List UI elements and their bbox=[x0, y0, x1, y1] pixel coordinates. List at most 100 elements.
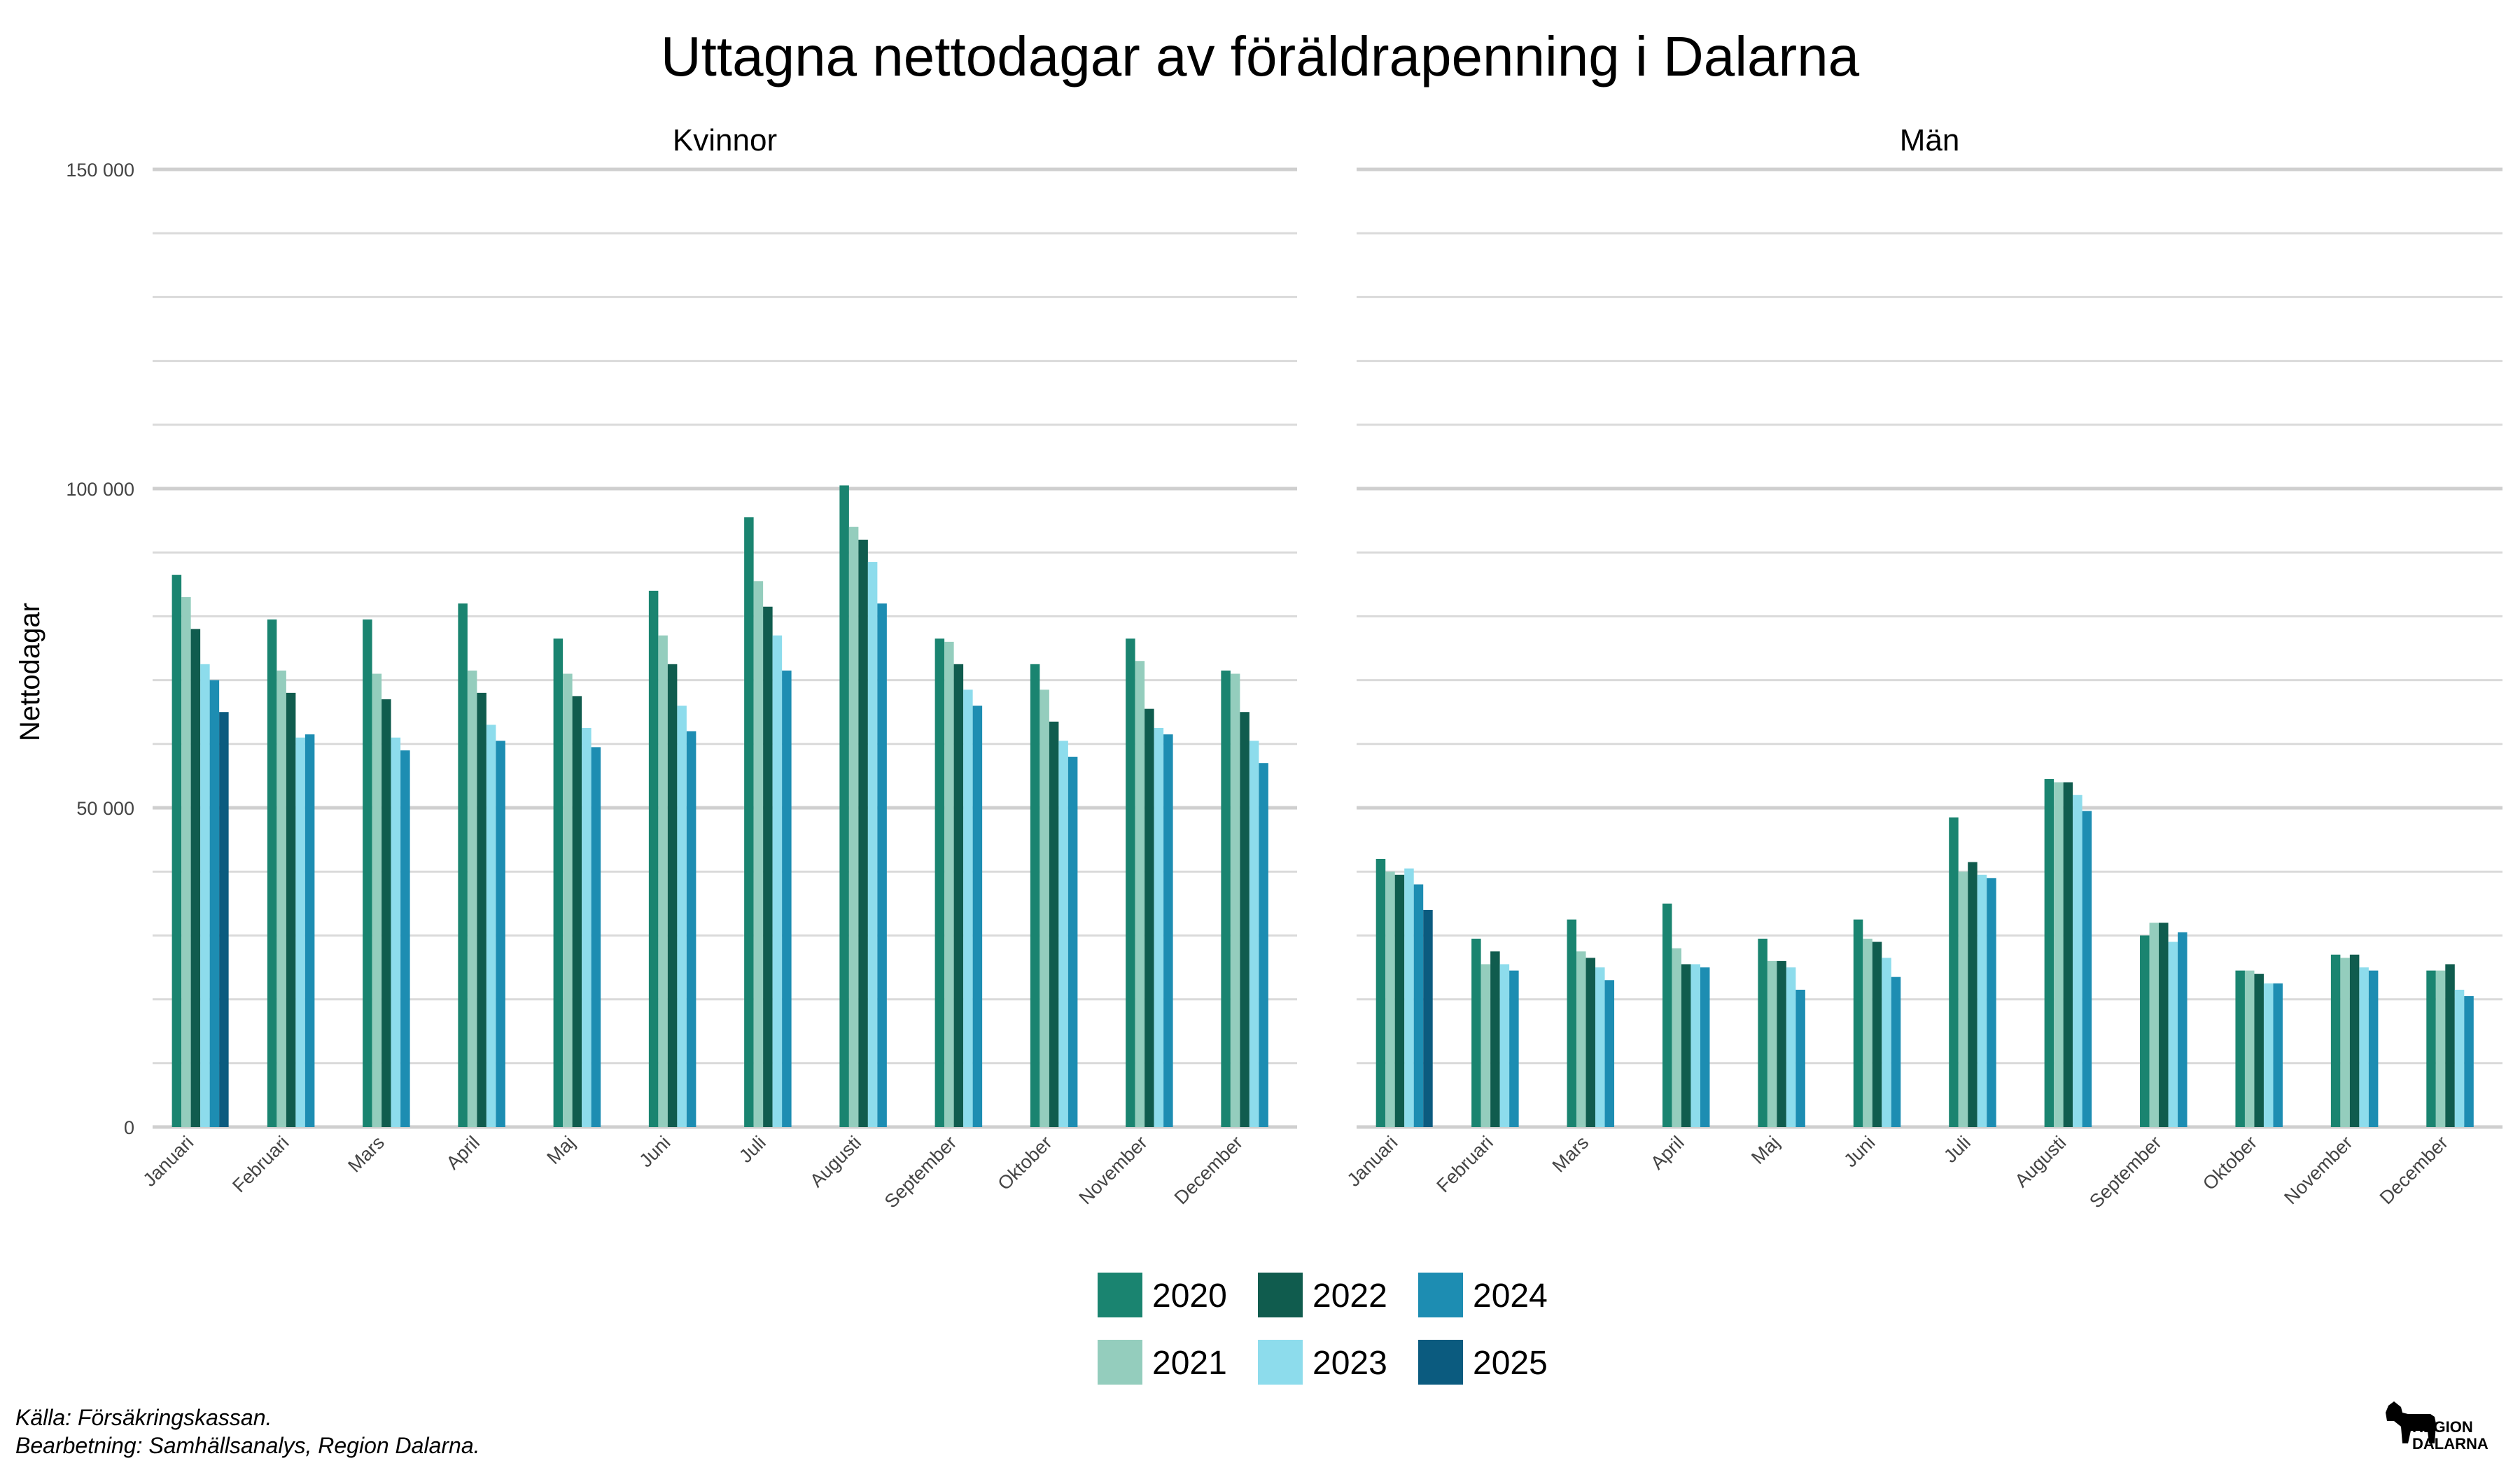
legend-label: 2022 bbox=[1312, 1278, 1387, 1315]
bar-2021 bbox=[2244, 970, 2255, 1127]
legend-swatch bbox=[1098, 1273, 1142, 1317]
bar-2022 bbox=[2063, 782, 2073, 1127]
bar-2022 bbox=[1586, 958, 1596, 1127]
bar-2023 bbox=[391, 737, 401, 1127]
bar-2021 bbox=[1135, 661, 1145, 1127]
legend-swatch bbox=[1418, 1273, 1463, 1317]
bar-2021 bbox=[1040, 690, 1049, 1127]
bar-2023 bbox=[582, 728, 592, 1127]
bar-2023 bbox=[1154, 728, 1164, 1127]
bar-2024 bbox=[972, 706, 983, 1127]
bar-2024 bbox=[686, 731, 696, 1127]
bar-2020 bbox=[839, 485, 849, 1127]
legend-item: 2022 bbox=[1258, 1273, 1387, 1317]
bar-2023 bbox=[1786, 967, 1796, 1127]
bar-2020 bbox=[1949, 817, 1959, 1127]
legend-swatch bbox=[1258, 1273, 1303, 1317]
bar-2022 bbox=[1144, 708, 1154, 1127]
bar-2021 bbox=[2149, 923, 2160, 1127]
bar-2022 bbox=[286, 692, 296, 1127]
bar-2022 bbox=[1968, 862, 1977, 1127]
legend-item: 2023 bbox=[1258, 1340, 1387, 1385]
region-dalarna-logo: REGION DALARNA bbox=[2386, 1401, 2488, 1452]
legend-item: 2024 bbox=[1418, 1273, 1548, 1317]
bar-2020 bbox=[1376, 858, 1386, 1127]
bar-2021 bbox=[1958, 872, 1968, 1127]
y-tick-label: 0 bbox=[124, 1117, 134, 1138]
plot-area: 0 50 000 100 000 150 000 Kvinnor Januari Febru… bbox=[66, 123, 2502, 1212]
x-tick-label: Maj bbox=[1747, 1132, 1784, 1168]
bar-2022 bbox=[667, 664, 678, 1127]
bar-2023 bbox=[2073, 794, 2082, 1127]
x-tick-label: Juni bbox=[1840, 1132, 1879, 1171]
bar-2024 bbox=[591, 747, 601, 1127]
bar-2023 bbox=[1882, 958, 1891, 1127]
bar-2021 bbox=[1230, 673, 1240, 1127]
panel-2: Män Januari Februari Mars April Maj Juni Juli Au… bbox=[1343, 123, 2502, 1212]
bar-2024 bbox=[2082, 811, 2092, 1127]
bar-2023 bbox=[1404, 868, 1414, 1127]
bar-2021 bbox=[1385, 872, 1395, 1127]
bar-2024 bbox=[877, 603, 887, 1127]
y-tick-label: 50 000 bbox=[76, 798, 134, 819]
bar-2022 bbox=[1240, 712, 1250, 1127]
bar-2020 bbox=[934, 638, 945, 1127]
bar-2023 bbox=[867, 561, 878, 1127]
y-axis-label: Nettodagar bbox=[15, 603, 46, 741]
bar-2024 bbox=[304, 734, 315, 1127]
bar-2020 bbox=[458, 603, 468, 1127]
legend-item: 2021 bbox=[1098, 1340, 1227, 1385]
bar-2021 bbox=[2054, 782, 2064, 1127]
y-tick-label: 150 000 bbox=[66, 160, 134, 181]
bar-2022 bbox=[2159, 923, 2169, 1127]
panel-title: Män bbox=[1900, 123, 1960, 158]
bar-2023 bbox=[486, 724, 496, 1127]
bar-2022 bbox=[1681, 964, 1691, 1127]
bar-2020 bbox=[1662, 903, 1672, 1127]
bar-2024 bbox=[1987, 878, 1996, 1127]
bar-2024 bbox=[209, 680, 220, 1127]
x-tick-label: Juli bbox=[735, 1132, 770, 1167]
bar-2021 bbox=[1480, 964, 1491, 1127]
bar-2022 bbox=[2254, 974, 2264, 1127]
bar-2023 bbox=[1977, 874, 1987, 1127]
legend-label: 2024 bbox=[1473, 1278, 1548, 1315]
bar-2020 bbox=[2426, 970, 2436, 1127]
bar-2022 bbox=[382, 699, 391, 1127]
bar-2023 bbox=[200, 664, 210, 1127]
bar-2023 bbox=[1690, 964, 1700, 1127]
x-tick-label: April bbox=[442, 1132, 484, 1173]
bar-2022 bbox=[190, 629, 201, 1127]
bar-2023 bbox=[1499, 964, 1510, 1127]
bar-2020 bbox=[1471, 938, 1481, 1127]
bar-2022 bbox=[1777, 960, 1786, 1127]
bar-2022 bbox=[953, 664, 964, 1127]
bar-2024 bbox=[496, 741, 505, 1127]
bar-2023 bbox=[963, 690, 973, 1127]
legend-swatch bbox=[1418, 1340, 1463, 1385]
bar-2021 bbox=[2340, 958, 2350, 1127]
bar-2024 bbox=[2368, 970, 2379, 1127]
bar-2020 bbox=[1030, 664, 1040, 1127]
x-tick-label: Oktober bbox=[993, 1132, 1056, 1194]
bar-2021 bbox=[848, 526, 859, 1127]
bar-2021 bbox=[372, 673, 382, 1127]
bar-2024 bbox=[1795, 989, 1805, 1127]
legend-label: 2020 bbox=[1152, 1278, 1227, 1315]
bar-2021 bbox=[1576, 951, 1586, 1127]
bar-2023 bbox=[295, 737, 305, 1127]
legend-item: 2025 bbox=[1418, 1340, 1548, 1385]
source-caption: Källa: Försäkringskassan. bbox=[15, 1405, 272, 1430]
x-tick-label: Februari bbox=[1433, 1132, 1497, 1196]
bar-2020 bbox=[2330, 954, 2341, 1127]
bar-2021 bbox=[1767, 960, 1777, 1127]
bar-2021 bbox=[181, 597, 191, 1127]
panel-title: Kvinnor bbox=[673, 123, 777, 158]
bar-2021 bbox=[276, 670, 286, 1127]
bar-2020 bbox=[1126, 638, 1135, 1127]
bar-2020 bbox=[1567, 919, 1577, 1127]
bar-2020 bbox=[1853, 919, 1863, 1127]
x-tick-label: September bbox=[2085, 1132, 2166, 1212]
panel-1: Kvinnor Januari Februari Mars April Maj Juni Ju… bbox=[139, 123, 1297, 1212]
